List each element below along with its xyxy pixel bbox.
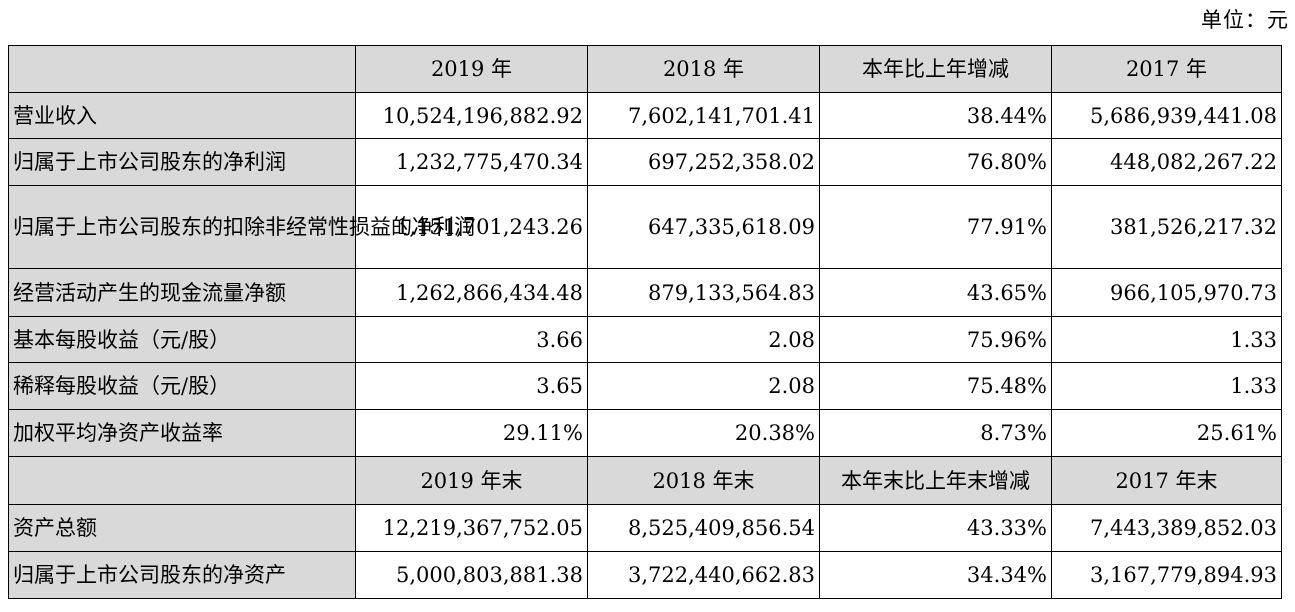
header-col-2019: 2019 年	[355, 45, 588, 93]
table-row: 经营活动产生的现金流量净额 1,262,866,434.48 879,133,5…	[8, 268, 1282, 317]
row-label: 加权平均净资产收益率	[8, 409, 356, 457]
header-col-2018: 2018 年	[587, 45, 820, 93]
cell-change: 77.91%	[819, 185, 1052, 269]
table-row: 营业收入 10,524,196,882.92 7,602,141,701.41 …	[8, 92, 1282, 139]
cell-2018: 697,252,358.02	[587, 138, 820, 186]
cell-2017: 3,167,779,894.93	[1051, 551, 1282, 599]
cell-2017: 448,082,267.22	[1051, 138, 1282, 186]
cell-2017: 381,526,217.32	[1051, 185, 1282, 269]
cell-change: 76.80%	[819, 138, 1052, 186]
cell-2019: 3.65	[355, 362, 588, 410]
cell-2019: 29.11%	[355, 409, 588, 457]
cell-2018: 879,133,564.83	[587, 268, 820, 317]
cell-2018: 2.08	[587, 362, 820, 410]
cell-2017: 1.33	[1051, 316, 1282, 363]
cell-change: 75.96%	[819, 316, 1052, 363]
table-row: 稀释每股收益（元/股） 3.65 2.08 75.48% 1.33	[8, 362, 1282, 410]
table-row: 基本每股收益（元/股） 3.66 2.08 75.96% 1.33	[8, 316, 1282, 363]
cell-change: 75.48%	[819, 362, 1052, 410]
unit-label: 单位：元	[1201, 8, 1289, 32]
cell-2019: 10,524,196,882.92	[355, 92, 588, 139]
row-label: 营业收入	[8, 92, 356, 139]
cell-change: 34.34%	[819, 551, 1052, 599]
header-col-2019-end: 2019 年末	[355, 456, 588, 505]
cell-2018: 647,335,618.09	[587, 185, 820, 269]
row-label: 归属于上市公司股东的净资产	[8, 551, 356, 599]
cell-2018: 7,602,141,701.41	[587, 92, 820, 139]
header-col-change: 本年比上年增减	[819, 45, 1052, 93]
cell-change: 38.44%	[819, 92, 1052, 139]
cell-2017: 7,443,389,852.03	[1051, 504, 1282, 552]
cell-change: 8.73%	[819, 409, 1052, 457]
header-col-2018-end: 2018 年末	[587, 456, 820, 505]
cell-2017: 966,105,970.73	[1051, 268, 1282, 317]
row-label: 资产总额	[8, 504, 356, 552]
header-col-change-end: 本年末比上年末增减	[819, 456, 1052, 505]
table-row: 资产总额 12,219,367,752.05 8,525,409,856.54 …	[8, 504, 1282, 552]
cell-change: 43.65%	[819, 268, 1052, 317]
row-label: 基本每股收益（元/股）	[8, 316, 356, 363]
cell-2018: 20.38%	[587, 409, 820, 457]
cell-2017: 25.61%	[1051, 409, 1282, 457]
cell-change: 43.33%	[819, 504, 1052, 552]
header-col-2017: 2017 年	[1051, 45, 1282, 93]
table-row: 加权平均净资产收益率 29.11% 20.38% 8.73% 25.61%	[8, 409, 1282, 457]
cell-2019: 12,219,367,752.05	[355, 504, 588, 552]
header-corner	[8, 45, 356, 93]
table-row: 归属于上市公司股东的净利润 1,232,775,470.34 697,252,3…	[8, 138, 1282, 186]
row-label: 经营活动产生的现金流量净额	[8, 268, 356, 317]
cell-2017: 1.33	[1051, 362, 1282, 410]
header-row-annual: 2019 年 2018 年 本年比上年增减 2017 年	[8, 45, 1282, 93]
cell-2018: 8,525,409,856.54	[587, 504, 820, 552]
financial-summary-table: 2019 年 2018 年 本年比上年增减 2017 年 营业收入 10,524…	[8, 45, 1282, 599]
cell-2019: 5,000,803,881.38	[355, 551, 588, 599]
cell-2019: 1,151,701,243.26	[355, 185, 588, 269]
header-corner	[8, 456, 356, 505]
row-label: 稀释每股收益（元/股）	[8, 362, 356, 410]
cell-2019: 1,262,866,434.48	[355, 268, 588, 317]
header-row-year-end: 2019 年末 2018 年末 本年末比上年末增减 2017 年末	[8, 456, 1282, 505]
cell-2019: 1,232,775,470.34	[355, 138, 588, 186]
cell-2017: 5,686,939,441.08	[1051, 92, 1282, 139]
header-col-2017-end: 2017 年末	[1051, 456, 1282, 505]
cell-2018: 3,722,440,662.83	[587, 551, 820, 599]
row-label: 归属于上市公司股东的净利润	[8, 138, 356, 186]
row-label: 归属于上市公司股东的扣除非经常性损益的净利润	[8, 185, 475, 269]
cell-2019: 3.66	[355, 316, 588, 363]
table-row: 归属于上市公司股东的净资产 5,000,803,881.38 3,722,440…	[8, 551, 1282, 599]
cell-2018: 2.08	[587, 316, 820, 363]
table-row: 归属于上市公司股东的扣除非经常性损益的净利润 1,151,701,243.26 …	[8, 185, 1282, 269]
